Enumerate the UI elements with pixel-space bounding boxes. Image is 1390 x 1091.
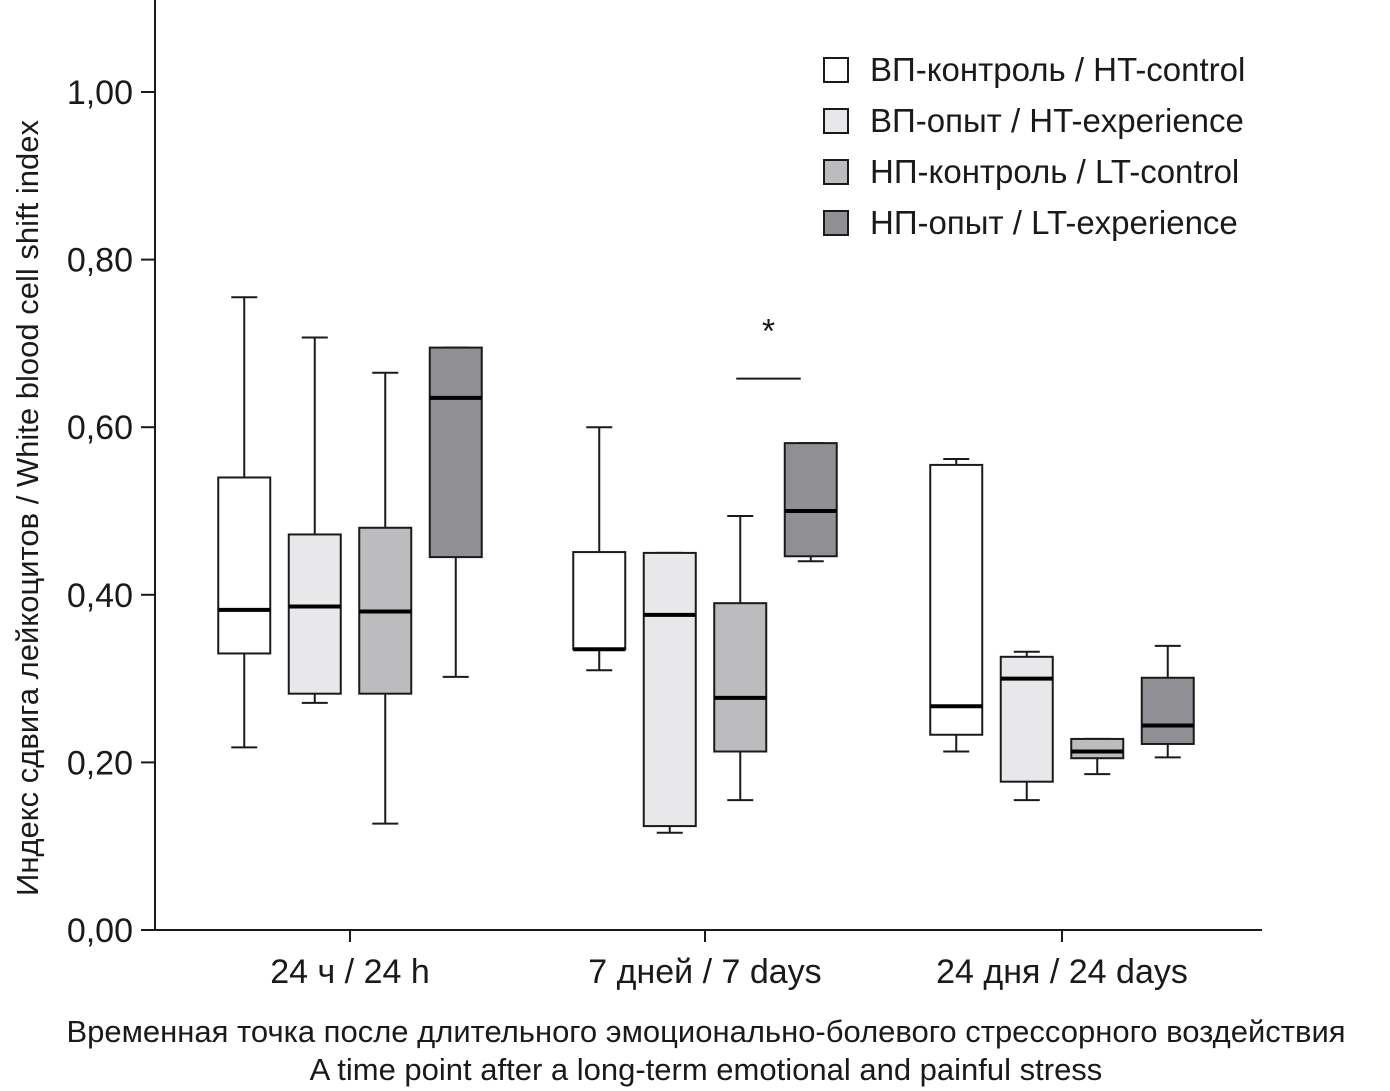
box-plot — [783, 442, 838, 563]
legend-swatch — [823, 108, 849, 134]
box-plot — [358, 371, 413, 825]
box-plot — [999, 650, 1054, 802]
box-iqr — [999, 655, 1054, 783]
y-axis-title: Индекс сдвига лейкоцитов / White blood c… — [10, 120, 45, 896]
x-tick-label: 24 дня / 24 days — [936, 953, 1188, 991]
legend-item: ВП-опыт / HT-experience — [823, 102, 1244, 139]
y-tick-label: 0,80 — [67, 242, 133, 280]
box-iqr — [1070, 737, 1125, 760]
legend-swatch — [823, 159, 849, 185]
box-plot — [287, 336, 342, 704]
x-axis-title-line-2: A time point after a long-term emotional… — [310, 1052, 1103, 1087]
legend-label: ВП-контроль / HT-control — [870, 51, 1245, 88]
y-tick-label: 1,00 — [67, 74, 133, 112]
legend: ВП-контроль / HT-control ВП-опыт / HT-exp… — [823, 51, 1245, 241]
boxes — [217, 296, 1195, 834]
box-plot — [1140, 644, 1195, 759]
legend-swatch — [823, 210, 849, 236]
axes — [154, 0, 1262, 931]
x-tick-label: 24 ч / 24 h — [270, 953, 430, 991]
x-ticks: 24 ч / 24 h 7 дней / 7 days 24 дня / 24 da… — [270, 930, 1188, 991]
box-plot — [1070, 737, 1125, 776]
legend-label: НП-опыт / LT-experience — [870, 204, 1238, 241]
box-plot — [929, 458, 984, 753]
box-iqr — [929, 463, 984, 736]
box-iqr — [713, 602, 768, 753]
legend-swatch — [823, 57, 849, 83]
box-plot — [217, 296, 272, 749]
x-tick-label: 7 дней / 7 days — [588, 953, 821, 991]
x-axis-title-line-1: Временная точка после длительного эмоцио… — [66, 1014, 1345, 1049]
box-plot — [572, 426, 627, 672]
legend-item: НП-опыт / LT-experience — [823, 204, 1238, 241]
annotations: * — [736, 312, 801, 380]
legend-item: ВП-контроль / HT-control — [823, 51, 1245, 88]
box-plot — [713, 515, 768, 802]
box-iqr — [428, 346, 483, 559]
box-iqr — [1140, 676, 1195, 745]
box-iqr — [783, 442, 838, 558]
box-plot — [428, 346, 483, 678]
y-ticks: 0,00 0,20 0,40 0,60 0,80 1,00 — [67, 74, 155, 950]
legend-item: НП-контроль / LT-control — [823, 153, 1239, 190]
box-plot — [642, 551, 697, 834]
significance-marker: * — [762, 312, 775, 350]
y-tick-label: 0,00 — [67, 912, 133, 950]
box-iqr — [217, 476, 272, 655]
y-tick-label: 0,60 — [67, 409, 133, 447]
legend-label: ВП-опыт / HT-experience — [870, 102, 1244, 139]
box-iqr — [642, 551, 697, 828]
box-iqr — [287, 533, 342, 695]
y-tick-label: 0,20 — [67, 744, 133, 782]
legend-label: НП-контроль / LT-control — [870, 153, 1239, 190]
box-iqr — [572, 551, 627, 651]
y-tick-label: 0,40 — [67, 577, 133, 615]
